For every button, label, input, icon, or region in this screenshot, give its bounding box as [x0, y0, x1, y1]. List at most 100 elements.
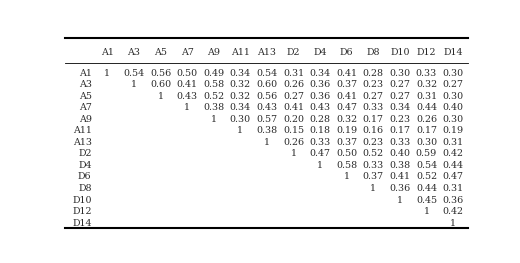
Text: 0.31: 0.31: [416, 92, 437, 101]
Text: D8: D8: [367, 48, 380, 57]
Text: 0.50: 0.50: [177, 69, 198, 78]
Text: 0.44: 0.44: [443, 161, 464, 170]
Text: 0.36: 0.36: [389, 184, 410, 193]
Text: A3: A3: [127, 48, 140, 57]
Text: 0.42: 0.42: [443, 149, 464, 158]
Text: D10: D10: [72, 196, 92, 205]
Text: D14: D14: [72, 219, 92, 228]
Text: 1: 1: [131, 80, 137, 89]
Text: 0.56: 0.56: [150, 69, 171, 78]
Text: 0.60: 0.60: [150, 80, 171, 89]
Text: 0.36: 0.36: [309, 80, 331, 89]
Text: 0.38: 0.38: [256, 126, 278, 135]
Text: D2: D2: [287, 48, 300, 57]
Text: D8: D8: [78, 184, 92, 193]
Text: 0.54: 0.54: [256, 69, 278, 78]
Text: 0.32: 0.32: [336, 115, 357, 124]
Text: 0.33: 0.33: [362, 103, 384, 112]
Text: A5: A5: [154, 48, 167, 57]
Text: A3: A3: [79, 80, 92, 89]
Text: 0.30: 0.30: [389, 69, 410, 78]
Text: D12: D12: [72, 207, 92, 216]
Text: D14: D14: [444, 48, 463, 57]
Text: 0.37: 0.37: [336, 80, 357, 89]
Text: 0.43: 0.43: [256, 103, 278, 112]
Text: 0.43: 0.43: [309, 103, 331, 112]
Text: 1: 1: [317, 161, 323, 170]
Text: 0.26: 0.26: [416, 115, 437, 124]
Text: 0.30: 0.30: [443, 115, 464, 124]
Text: 0.32: 0.32: [416, 80, 437, 89]
Text: 0.16: 0.16: [363, 126, 384, 135]
Text: 0.41: 0.41: [336, 69, 357, 78]
Text: 0.41: 0.41: [389, 173, 410, 181]
Text: 0.56: 0.56: [256, 92, 278, 101]
Text: 0.58: 0.58: [203, 80, 224, 89]
Text: 0.30: 0.30: [443, 69, 464, 78]
Text: A9: A9: [207, 48, 220, 57]
Text: 1: 1: [184, 103, 190, 112]
Text: 0.49: 0.49: [203, 69, 224, 78]
Text: 0.33: 0.33: [362, 161, 384, 170]
Text: A1: A1: [101, 48, 114, 57]
Text: 0.43: 0.43: [177, 92, 198, 101]
Text: A7: A7: [180, 48, 193, 57]
Text: 0.37: 0.37: [363, 173, 384, 181]
Text: 0.33: 0.33: [416, 69, 437, 78]
Text: 1: 1: [211, 115, 217, 124]
Text: 0.59: 0.59: [416, 149, 437, 158]
Text: 0.54: 0.54: [123, 69, 145, 78]
Text: 0.36: 0.36: [309, 92, 331, 101]
Text: 0.47: 0.47: [443, 173, 464, 181]
Text: A9: A9: [79, 115, 92, 124]
Text: D12: D12: [417, 48, 436, 57]
Text: 0.42: 0.42: [443, 207, 464, 216]
Text: 1: 1: [158, 92, 163, 101]
Text: 0.50: 0.50: [336, 149, 357, 158]
Text: 0.28: 0.28: [363, 69, 384, 78]
Text: A1: A1: [79, 69, 92, 78]
Text: 0.41: 0.41: [177, 80, 198, 89]
Text: 0.19: 0.19: [443, 126, 464, 135]
Text: 0.30: 0.30: [230, 115, 251, 124]
Text: 0.32: 0.32: [230, 92, 251, 101]
Text: 0.34: 0.34: [309, 69, 331, 78]
Text: 0.26: 0.26: [283, 138, 304, 147]
Text: 1: 1: [237, 126, 243, 135]
Text: A13: A13: [73, 138, 92, 147]
Text: D4: D4: [314, 48, 327, 57]
Text: 1: 1: [344, 173, 349, 181]
Text: 0.36: 0.36: [443, 196, 464, 205]
Text: 0.58: 0.58: [336, 161, 357, 170]
Text: 0.45: 0.45: [416, 196, 437, 205]
Text: A11: A11: [231, 48, 250, 57]
Text: 0.40: 0.40: [443, 103, 464, 112]
Text: 0.37: 0.37: [336, 138, 357, 147]
Text: 1: 1: [397, 196, 403, 205]
Text: D6: D6: [78, 173, 92, 181]
Text: 0.31: 0.31: [283, 69, 304, 78]
Text: 0.17: 0.17: [416, 126, 437, 135]
Text: D2: D2: [78, 149, 92, 158]
Text: 0.47: 0.47: [309, 149, 331, 158]
Text: 1: 1: [264, 138, 270, 147]
Text: 1: 1: [370, 184, 376, 193]
Text: D6: D6: [340, 48, 354, 57]
Text: 0.52: 0.52: [203, 92, 224, 101]
Text: 0.18: 0.18: [309, 126, 331, 135]
Text: 0.41: 0.41: [336, 92, 357, 101]
Text: D4: D4: [78, 161, 92, 170]
Text: 0.34: 0.34: [230, 103, 251, 112]
Text: 0.33: 0.33: [389, 138, 410, 147]
Text: 0.34: 0.34: [230, 69, 251, 78]
Text: 0.57: 0.57: [256, 115, 278, 124]
Text: 0.30: 0.30: [416, 138, 437, 147]
Text: 0.23: 0.23: [389, 115, 410, 124]
Text: D10: D10: [390, 48, 410, 57]
Text: 1: 1: [291, 149, 296, 158]
Text: 0.52: 0.52: [363, 149, 384, 158]
Text: 0.38: 0.38: [203, 103, 224, 112]
Text: 1: 1: [450, 219, 456, 228]
Text: 0.27: 0.27: [389, 92, 410, 101]
Text: A5: A5: [79, 92, 92, 101]
